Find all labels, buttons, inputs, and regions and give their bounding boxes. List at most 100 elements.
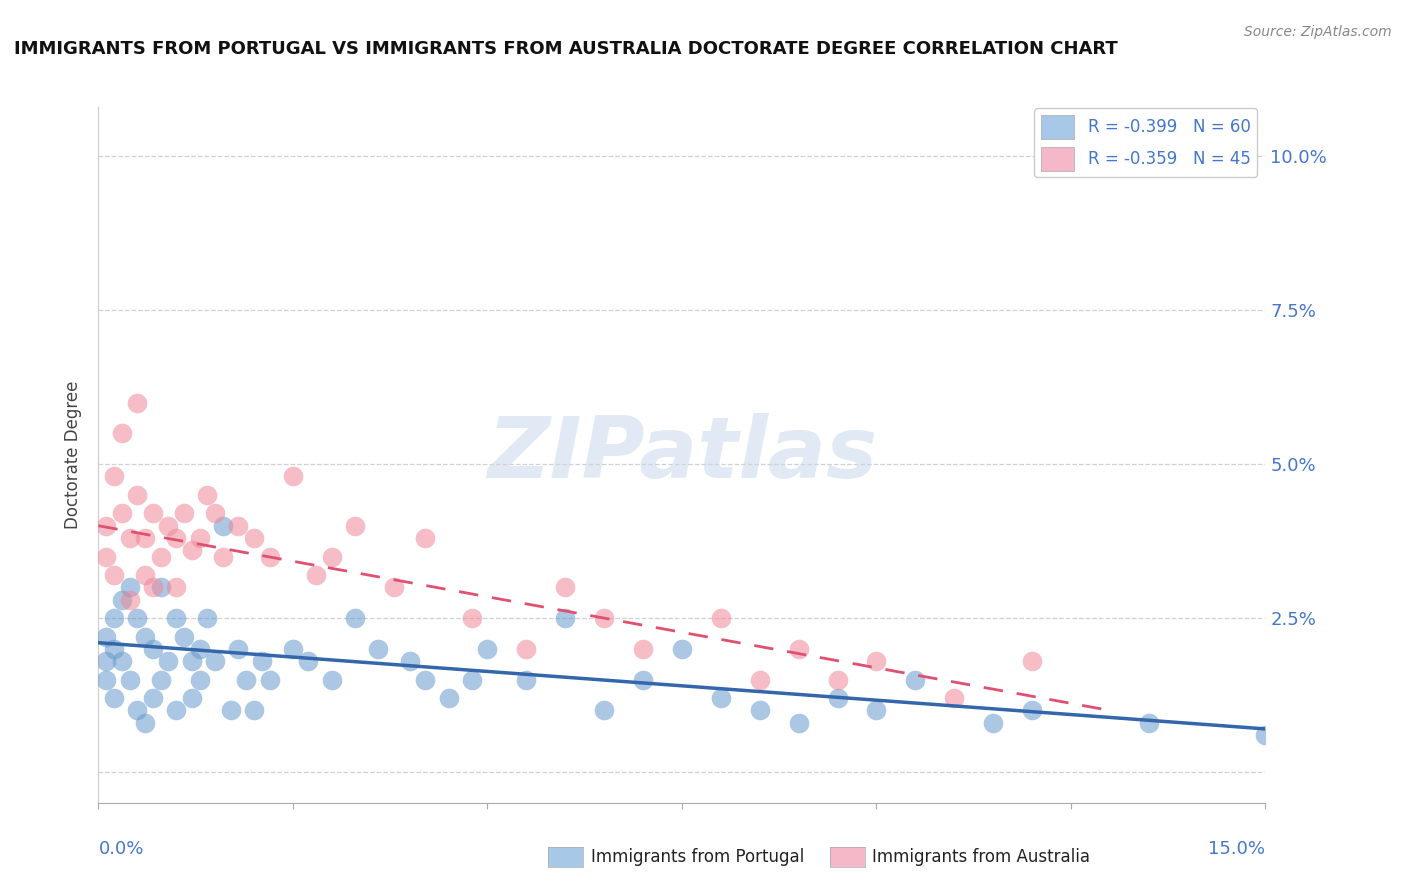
Point	[118, 592, 141, 607]
Point	[96, 518, 118, 533]
Point	[344, 518, 367, 533]
Point	[243, 531, 266, 545]
Point	[865, 654, 887, 668]
Point	[631, 673, 654, 687]
Point	[204, 654, 226, 668]
Point	[787, 641, 810, 656]
Text: Immigrants from Portugal: Immigrants from Portugal	[591, 848, 804, 866]
Point	[180, 543, 202, 558]
Point	[157, 518, 180, 533]
Point	[219, 703, 242, 717]
Point	[103, 641, 125, 656]
Point	[180, 691, 202, 706]
Point	[96, 654, 118, 668]
Point	[195, 488, 218, 502]
Point	[96, 673, 118, 687]
Point	[710, 611, 733, 625]
Point	[593, 611, 616, 625]
Y-axis label: Doctorate Degree: Doctorate Degree	[65, 381, 83, 529]
Point	[111, 426, 134, 441]
Point	[1137, 715, 1160, 730]
Point	[149, 549, 172, 564]
Point	[671, 641, 693, 656]
Point	[228, 518, 250, 533]
Point	[515, 641, 537, 656]
Point	[305, 568, 328, 582]
Point	[631, 641, 654, 656]
Point	[904, 673, 927, 687]
Point	[173, 507, 195, 521]
Point	[103, 568, 125, 582]
Point	[827, 691, 849, 706]
Point	[981, 715, 1004, 730]
Point	[515, 673, 537, 687]
Point	[865, 703, 887, 717]
Legend: R = -0.399   N = 60, R = -0.359   N = 45: R = -0.399 N = 60, R = -0.359 N = 45	[1035, 109, 1257, 178]
Point	[259, 549, 281, 564]
Point	[134, 568, 156, 582]
Point	[281, 469, 304, 483]
Point	[142, 641, 165, 656]
Point	[111, 654, 134, 668]
Point	[157, 654, 180, 668]
Text: IMMIGRANTS FROM PORTUGAL VS IMMIGRANTS FROM AUSTRALIA DOCTORATE DEGREE CORRELATI: IMMIGRANTS FROM PORTUGAL VS IMMIGRANTS F…	[14, 40, 1118, 58]
Point	[118, 531, 141, 545]
Point	[212, 549, 235, 564]
Point	[195, 611, 218, 625]
Point	[111, 592, 134, 607]
Point	[134, 715, 156, 730]
Point	[321, 673, 343, 687]
Point	[413, 673, 436, 687]
Point	[103, 469, 125, 483]
Point	[127, 395, 149, 409]
Point	[127, 703, 149, 717]
Point	[748, 673, 770, 687]
Point	[180, 654, 202, 668]
Point	[827, 673, 849, 687]
Point	[437, 691, 460, 706]
Point	[259, 673, 281, 687]
Point	[149, 580, 172, 594]
Point	[297, 654, 319, 668]
Point	[103, 691, 125, 706]
Point	[165, 531, 187, 545]
Point	[398, 654, 420, 668]
Point	[188, 673, 211, 687]
Point	[118, 580, 141, 594]
Point	[1254, 728, 1277, 742]
Point	[554, 580, 576, 594]
Point	[1021, 654, 1043, 668]
Point	[111, 507, 134, 521]
Point	[943, 691, 966, 706]
Point	[103, 611, 125, 625]
Point	[593, 703, 616, 717]
Point	[134, 630, 156, 644]
Point	[188, 641, 211, 656]
Point	[149, 673, 172, 687]
Point	[250, 654, 273, 668]
Point	[477, 641, 499, 656]
Point	[118, 673, 141, 687]
Point	[228, 641, 250, 656]
Text: Source: ZipAtlas.com: Source: ZipAtlas.com	[1244, 25, 1392, 39]
Point	[165, 580, 187, 594]
Text: ZIPatlas: ZIPatlas	[486, 413, 877, 497]
Point	[461, 611, 484, 625]
Point	[165, 611, 187, 625]
Point	[96, 630, 118, 644]
Point	[142, 507, 165, 521]
Point	[382, 580, 405, 594]
Point	[321, 549, 343, 564]
Text: 15.0%: 15.0%	[1208, 839, 1265, 858]
Point	[204, 507, 226, 521]
Point	[235, 673, 257, 687]
Point	[127, 488, 149, 502]
Point	[173, 630, 195, 644]
Point	[127, 611, 149, 625]
Point	[461, 673, 484, 687]
Point	[710, 691, 733, 706]
Point	[134, 531, 156, 545]
Point	[367, 641, 389, 656]
Text: Immigrants from Australia: Immigrants from Australia	[872, 848, 1090, 866]
Point	[96, 549, 118, 564]
